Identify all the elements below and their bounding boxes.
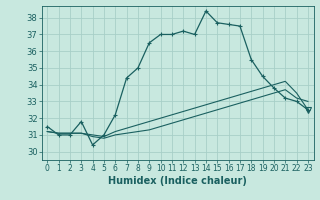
X-axis label: Humidex (Indice chaleur): Humidex (Indice chaleur)	[108, 176, 247, 186]
